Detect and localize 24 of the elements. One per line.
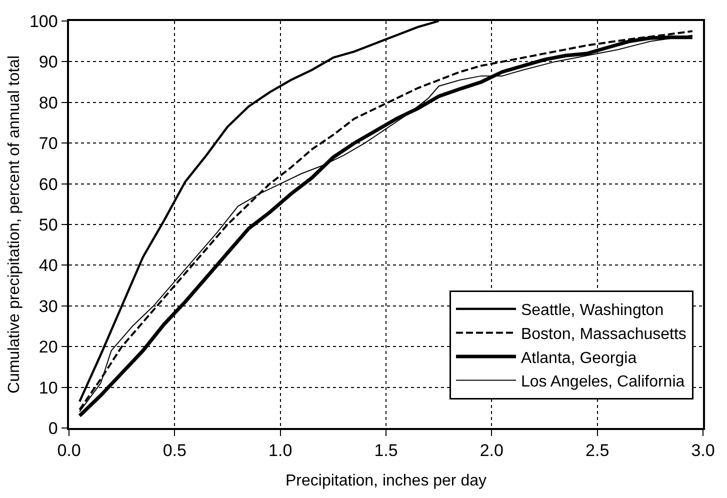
- y-tick-label: 80: [38, 93, 58, 112]
- y-tick-label: 70: [38, 134, 58, 154]
- x-tick-label: 2.5: [586, 441, 610, 460]
- legend-label: Los Angeles, California: [520, 374, 685, 391]
- y-tick-label: 100: [29, 12, 58, 31]
- x-tick-label: 0.5: [162, 441, 186, 460]
- legend-label: Atlanta, Georgia: [520, 350, 637, 367]
- y-tick-label: 60: [38, 174, 58, 194]
- x-tick-label: 3.0: [691, 441, 715, 460]
- x-tick-label: 2.0: [480, 441, 504, 460]
- legend-label: Boston, Massachusetts: [520, 326, 686, 343]
- x-axis-title: Precipitation, inches per day: [286, 472, 486, 490]
- y-tick-label: 20: [38, 338, 58, 357]
- y-axis-title: Cumulative precipitation, percent of annual total: [6, 56, 23, 394]
- x-tick-label: 1.0: [268, 441, 292, 460]
- x-tick-label: 1.5: [374, 441, 398, 460]
- x-tick-label: 0.0: [57, 441, 81, 460]
- y-tick-label: 30: [38, 296, 58, 316]
- y-tick-label: 0: [48, 418, 58, 438]
- y-tick-label: 10: [38, 378, 58, 398]
- y-tick-label: 50: [38, 215, 58, 234]
- legend-label: Seattle, Washington: [520, 302, 664, 320]
- y-tick-label: 40: [38, 256, 58, 276]
- y-tick-label: 90: [38, 52, 58, 72]
